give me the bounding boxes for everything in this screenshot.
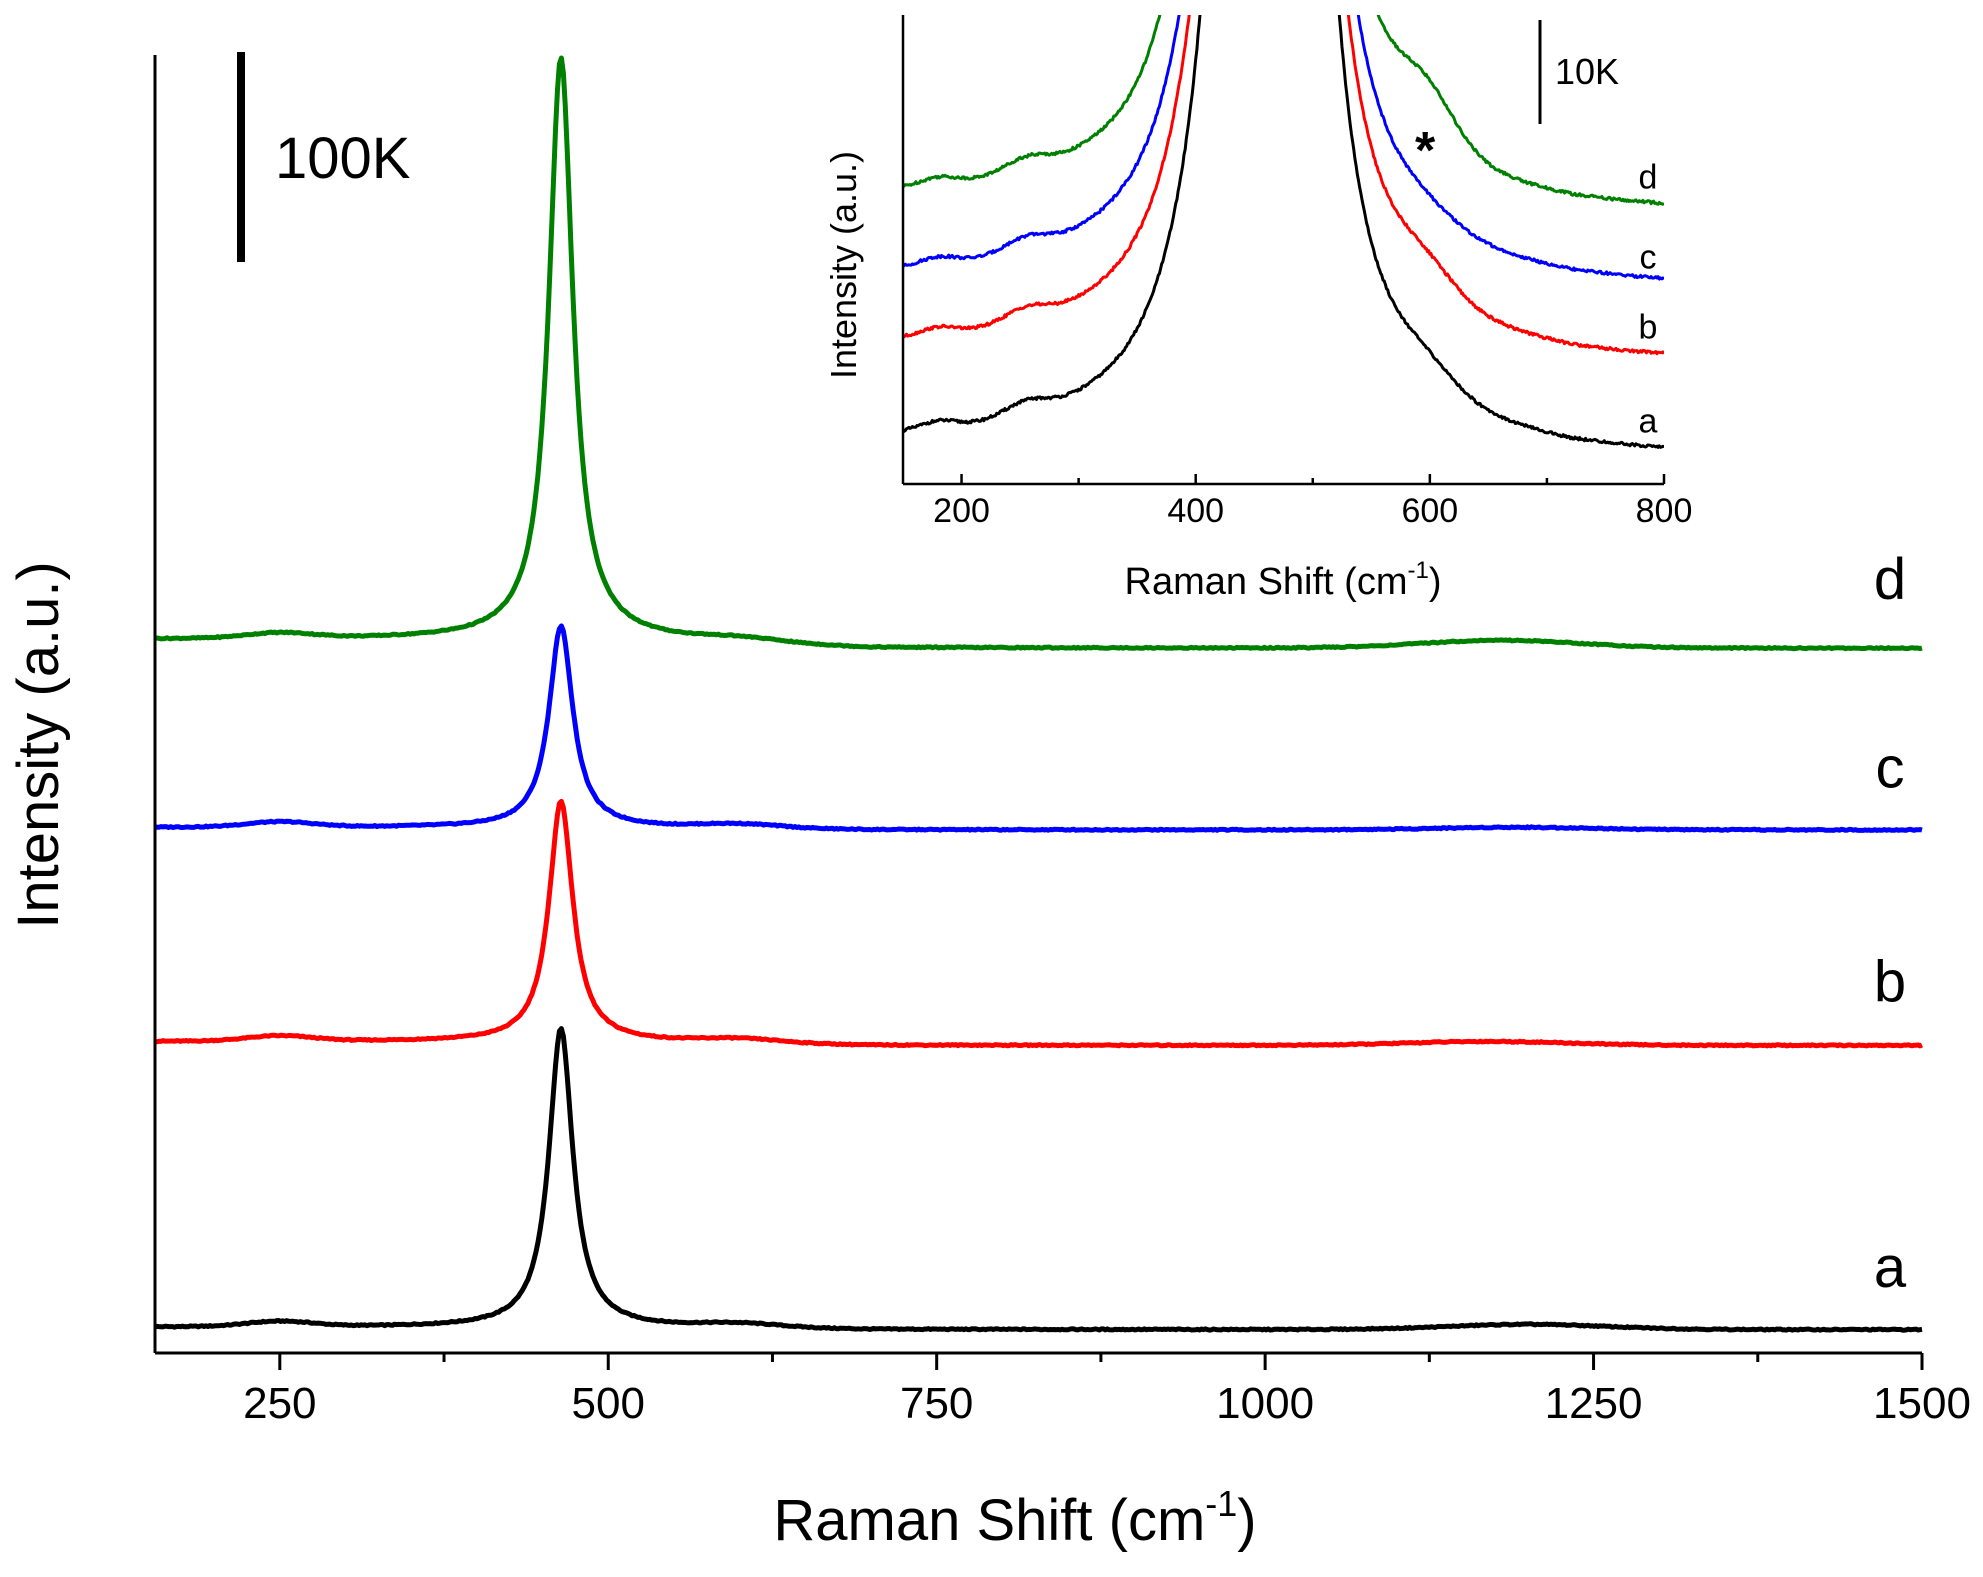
main-x-tick-label: 250 xyxy=(243,1379,316,1428)
main-series-group xyxy=(154,55,1924,1333)
main-series-line-a xyxy=(154,1026,1923,1333)
inset-series-label-d: d xyxy=(1639,159,1658,197)
main-series-label-c: c xyxy=(1876,735,1905,800)
main-x-tick-label: 500 xyxy=(572,1379,645,1428)
main-x-tick-label: 750 xyxy=(900,1379,973,1428)
main-x-tick-labels: 250 500 750 1000 1250 1500 xyxy=(243,1379,1971,1428)
main-series-label-b: b xyxy=(1874,949,1906,1014)
inset-series-label-c: c xyxy=(1640,238,1657,276)
main-series-line-b xyxy=(154,798,1924,1049)
inset-series-line-d xyxy=(903,15,1664,206)
main-y-axis-label: Intensity (a.u.) xyxy=(6,561,71,928)
main-x-ticks xyxy=(278,1353,1924,1370)
inset-series-label-a: a xyxy=(1639,402,1658,440)
inset-y-axis-label: Intensity (a.u.) xyxy=(823,151,864,379)
inset-series-label-b: b xyxy=(1639,309,1658,347)
inset-x-ticks xyxy=(960,474,1666,484)
inset-x-tick-label: 600 xyxy=(1401,492,1458,530)
main-x-tick-label: 1250 xyxy=(1545,1379,1643,1428)
inset-series-line-a xyxy=(903,15,1664,449)
inset-scale-bar-label: 10K xyxy=(1555,51,1619,92)
inset-x-tick-label: 400 xyxy=(1167,492,1224,530)
main-series-line-d xyxy=(154,55,1923,652)
inset-series-line-c xyxy=(903,15,1664,281)
inset-x-tick-label: 800 xyxy=(1636,492,1693,530)
inset-x-tick-labels: 200 400 600 800 xyxy=(933,492,1692,530)
main-series-label-a: a xyxy=(1874,1235,1907,1300)
main-x-axis-label: Raman Shift (cm-1) xyxy=(773,1483,1256,1553)
main-x-tick-label: 1000 xyxy=(1216,1379,1314,1428)
main-series-labels: a b c d xyxy=(1874,547,1907,1300)
inset-chart: 200 400 600 800 a bc d 10K * Raman Shift (cm-… xyxy=(823,15,1692,603)
inset-series-group xyxy=(903,15,1664,449)
inset-impurity-asterisk: * xyxy=(1415,122,1436,180)
inset-x-axis-label: Raman Shift (cm-1) xyxy=(1125,557,1442,603)
main-series-line-c xyxy=(154,623,1923,833)
main-x-tick-label: 1500 xyxy=(1873,1379,1971,1428)
inset-series-labels: a bc d xyxy=(1639,159,1658,441)
inset-x-tick-label: 200 xyxy=(933,492,990,530)
main-scale-bar-label: 100K xyxy=(275,126,411,191)
main-series-label-d: d xyxy=(1874,547,1906,612)
inset-series-line-b xyxy=(903,15,1664,356)
